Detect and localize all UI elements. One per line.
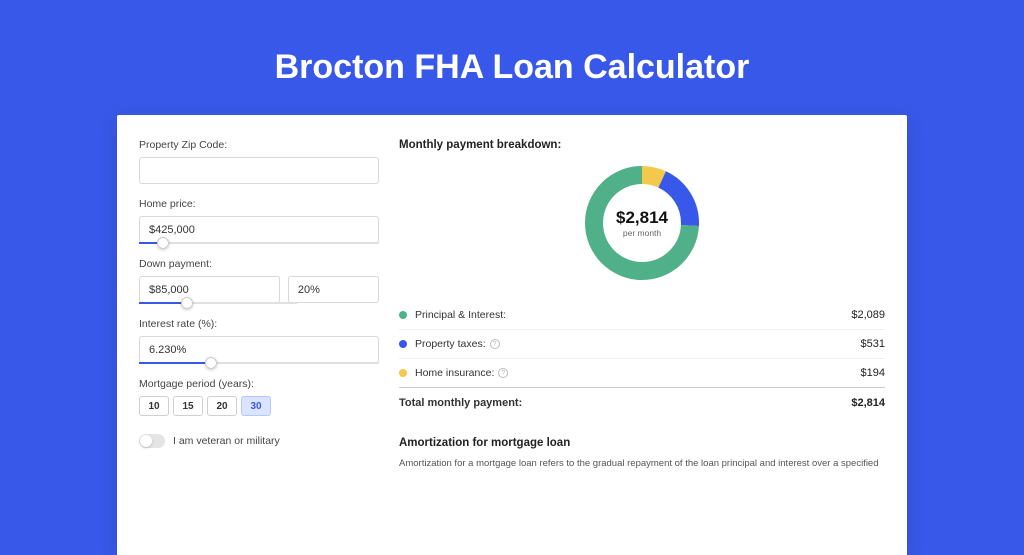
zip-label: Property Zip Code: [139,139,379,151]
home-price-label: Home price: [139,198,379,210]
line-item-value: $2,089 [851,309,885,321]
period-btn-30[interactable]: 30 [241,396,271,416]
donut-total-value: $2,814 [616,208,668,228]
info-icon[interactable]: ? [498,368,508,378]
down-payment-slider-thumb[interactable] [181,297,193,309]
amortization-text: Amortization for a mortgage loan refers … [399,457,885,470]
legend-dot [399,340,407,348]
veteran-toggle[interactable] [139,434,165,448]
down-payment-field: Down payment: [139,258,379,304]
mortgage-period-label: Mortgage period (years): [139,378,379,390]
interest-rate-slider-fill [139,362,211,364]
breakdown-line-item: Principal & Interest:$2,089 [399,301,885,330]
down-payment-percent-input[interactable] [288,276,379,303]
home-price-slider-thumb[interactable] [157,237,169,249]
mortgage-period-field: Mortgage period (years): 10152030 [139,378,379,416]
home-price-input[interactable] [139,216,379,243]
zip-field: Property Zip Code: [139,139,379,184]
line-item-value: $194 [861,367,885,379]
total-label: Total monthly payment: [399,397,851,409]
legend-dot [399,311,407,319]
breakdown-column: Monthly payment breakdown: $2,814 per mo… [399,139,885,555]
amortization-title: Amortization for mortgage loan [399,437,885,449]
interest-rate-slider-thumb[interactable] [205,357,217,369]
donut-chart: $2,814 per month [582,163,702,283]
veteran-row: I am veteran or military [139,434,379,448]
period-btn-20[interactable]: 20 [207,396,237,416]
calculator-card: Property Zip Code: Home price: Down paym… [117,115,907,555]
donut-total-label: per month [623,228,661,238]
interest-rate-input[interactable] [139,336,379,363]
veteran-label: I am veteran or military [173,435,280,447]
inputs-column: Property Zip Code: Home price: Down paym… [139,139,379,555]
down-payment-slider[interactable] [139,302,297,304]
info-icon[interactable]: ? [490,339,500,349]
down-payment-label: Down payment: [139,258,379,270]
interest-rate-field: Interest rate (%): [139,318,379,364]
breakdown-line-item: Home insurance:?$194 [399,359,885,388]
line-item-label: Home insurance:? [415,367,861,379]
interest-rate-label: Interest rate (%): [139,318,379,330]
donut-chart-wrap: $2,814 per month [399,163,885,283]
line-item-label: Principal & Interest: [415,309,851,321]
down-payment-slider-fill [139,302,187,304]
legend-dot [399,369,407,377]
mortgage-period-buttons: 10152030 [139,396,379,416]
total-row: Total monthly payment: $2,814 [399,388,885,421]
line-item-label: Property taxes:? [415,338,861,350]
page-title: Brocton FHA Loan Calculator [0,0,1024,115]
home-price-field: Home price: [139,198,379,244]
breakdown-line-item: Property taxes:?$531 [399,330,885,359]
home-price-slider[interactable] [139,242,379,244]
interest-rate-slider[interactable] [139,362,379,364]
breakdown-title: Monthly payment breakdown: [399,139,885,151]
line-item-value: $531 [861,338,885,350]
down-payment-amount-input[interactable] [139,276,280,303]
period-btn-15[interactable]: 15 [173,396,203,416]
zip-input[interactable] [139,157,379,184]
amortization-section: Amortization for mortgage loan Amortizat… [399,437,885,470]
period-btn-10[interactable]: 10 [139,396,169,416]
total-value: $2,814 [851,397,885,409]
